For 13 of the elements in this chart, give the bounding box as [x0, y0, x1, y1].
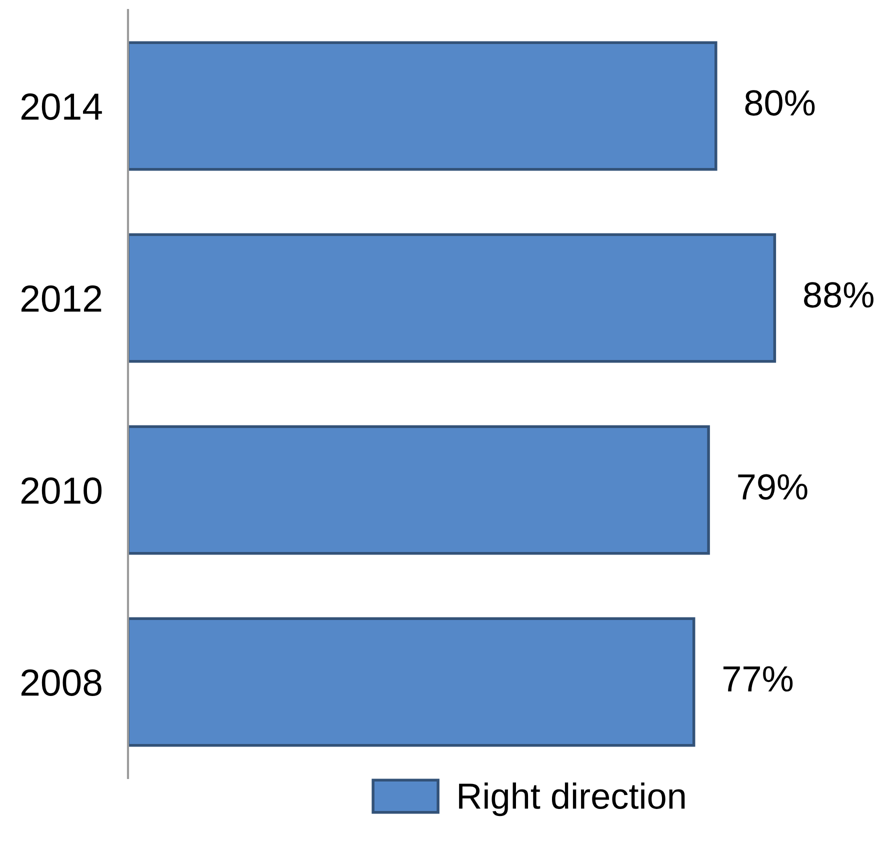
data-label: 79%	[738, 474, 808, 500]
bar	[128, 617, 696, 747]
bar	[128, 233, 776, 363]
data-label: 88%	[804, 282, 874, 308]
legend-label: Right direction	[459, 782, 685, 816]
bar	[128, 41, 718, 171]
bar	[128, 425, 710, 555]
y-tick-label: 2014	[21, 93, 102, 120]
y-tick-label: 2010	[21, 477, 102, 504]
y-tick-label: 2012	[21, 285, 102, 312]
data-label: 77%	[723, 666, 793, 692]
data-label: 80%	[745, 90, 815, 116]
y-tick-label: 2008	[21, 669, 102, 696]
